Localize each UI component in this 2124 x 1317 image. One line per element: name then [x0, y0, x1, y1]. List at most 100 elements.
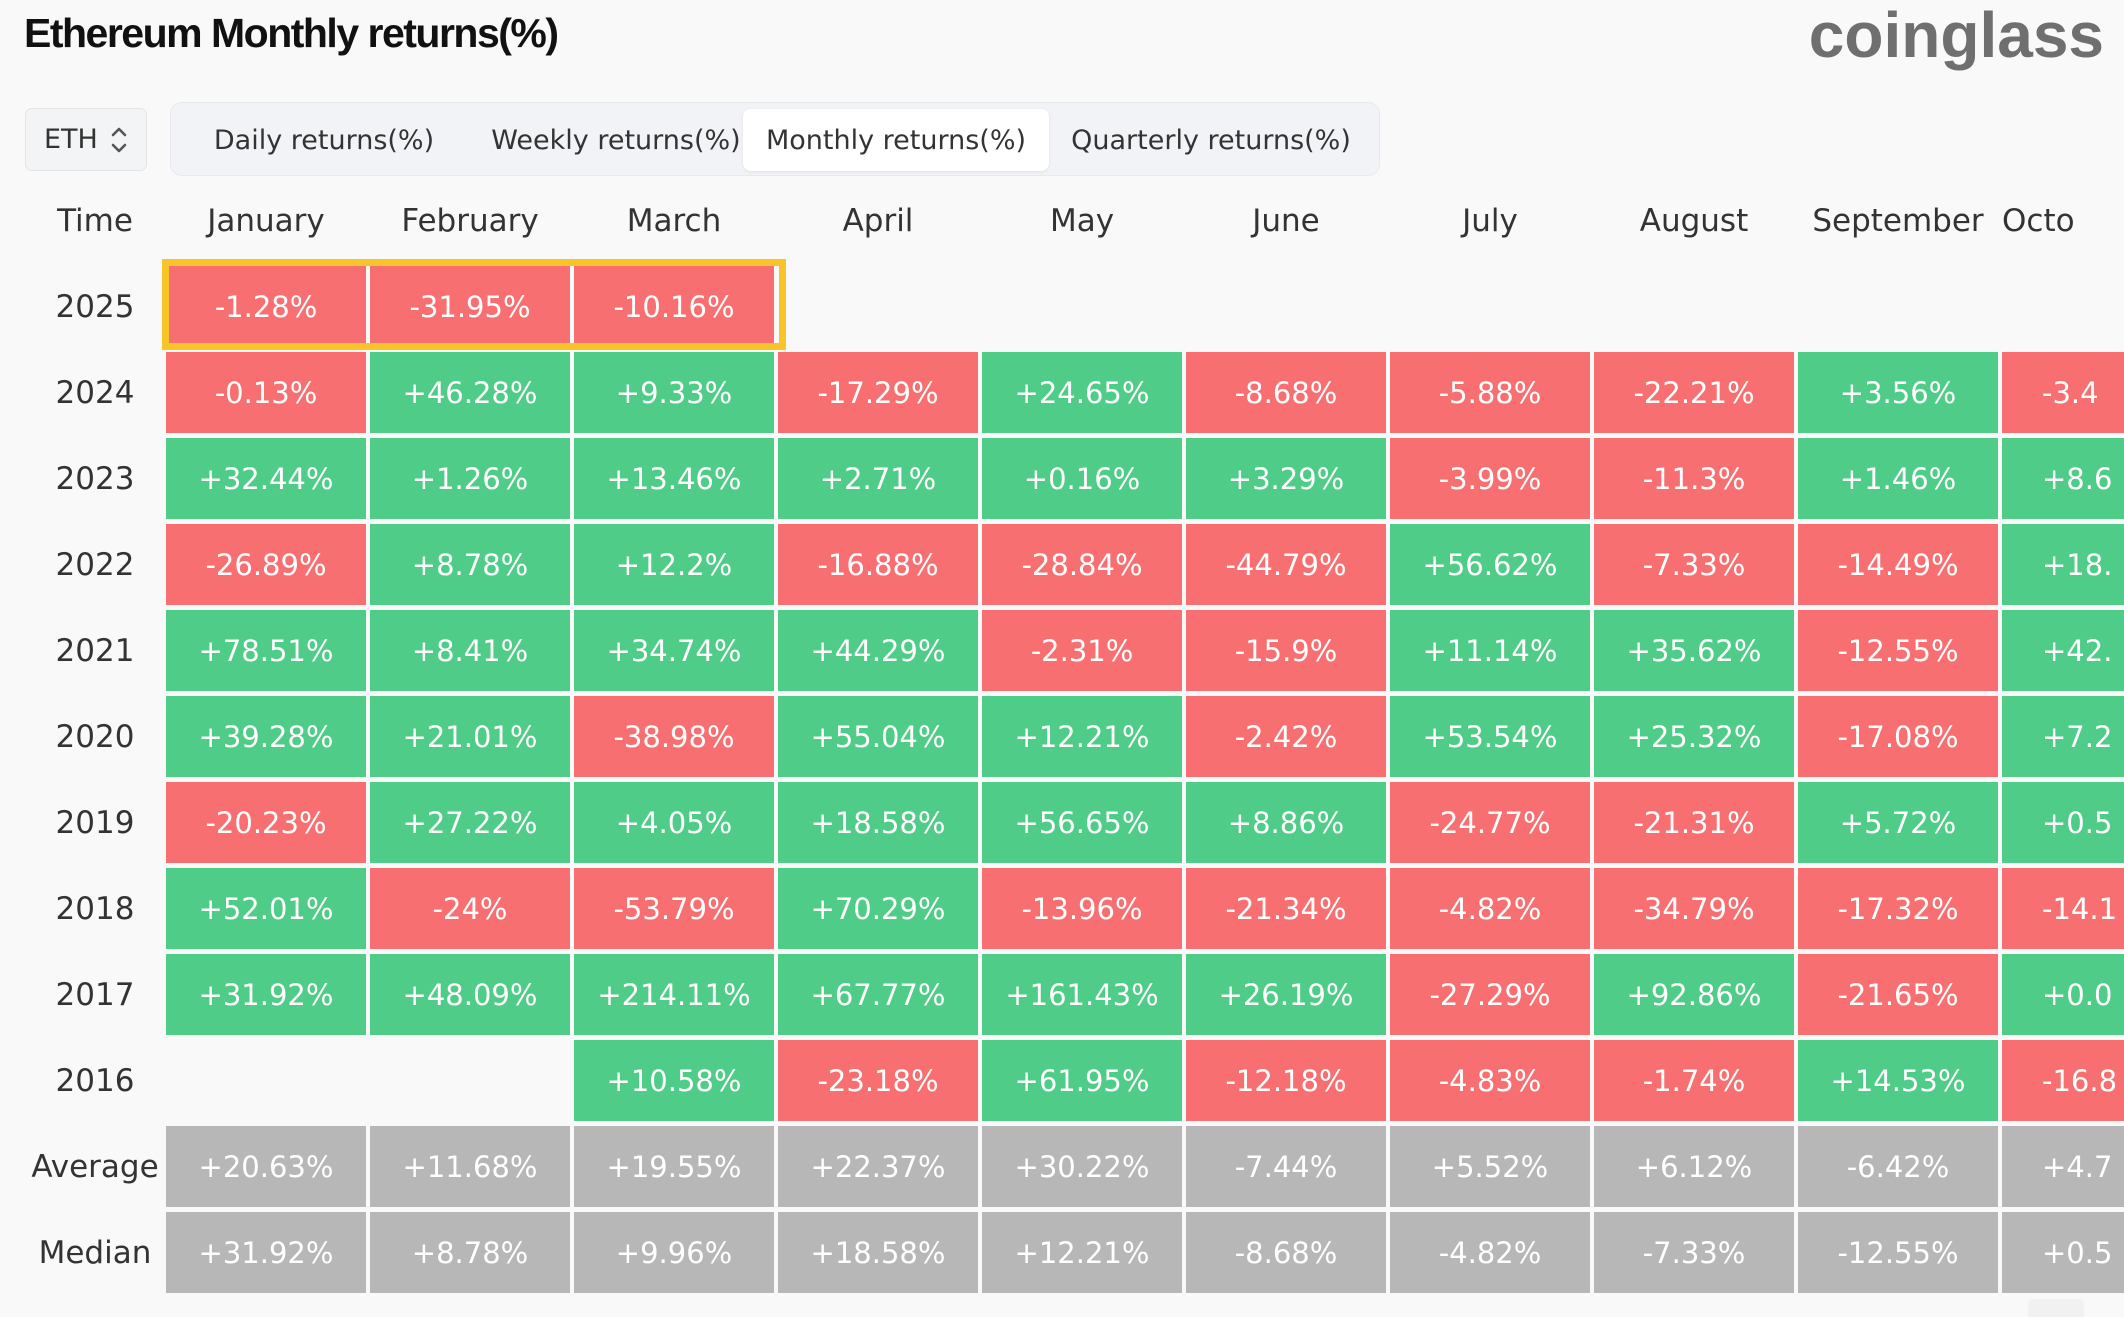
row-label-2025: 2025 — [55, 288, 135, 325]
return-cell-average-march: +19.55% — [574, 1126, 774, 1207]
return-cell-median-september: -12.55% — [1798, 1212, 1998, 1293]
return-cell-2017-march: +214.11% — [574, 954, 774, 1035]
return-cell-2025-march: -10.16% — [574, 266, 774, 347]
return-cell-median-january: +31.92% — [166, 1212, 366, 1293]
return-cell-2016-octo: -16.8 — [2002, 1040, 2124, 1121]
return-cell-average-june: -7.44% — [1186, 1126, 1386, 1207]
tab-weekly-returns[interactable]: Weekly returns(%) — [491, 124, 741, 156]
return-cell-2020-january: +39.28% — [166, 696, 366, 777]
row-label-2021: 2021 — [55, 632, 135, 669]
row-label-2017: 2017 — [55, 976, 135, 1013]
return-cell-2020-may: +12.21% — [982, 696, 1182, 777]
return-cell-2023-april: +2.71% — [778, 438, 978, 519]
column-header-february: February — [401, 203, 539, 239]
return-cell-2019-august: -21.31% — [1594, 782, 1794, 863]
return-cell-2016-september: +14.53% — [1798, 1040, 1998, 1121]
tab-daily-returns[interactable]: Daily returns(%) — [213, 124, 435, 156]
return-cell-2018-july: -4.82% — [1390, 868, 1590, 949]
return-cell-2016-april: -23.18% — [778, 1040, 978, 1121]
column-header-august: August — [1639, 203, 1749, 239]
return-cell-2018-may: -13.96% — [982, 868, 1182, 949]
row-label-median: Median — [38, 1234, 152, 1271]
return-cell-2019-january: -20.23% — [166, 782, 366, 863]
return-cell-median-may: +12.21% — [982, 1212, 1182, 1293]
return-cell-2018-january: +52.01% — [166, 868, 366, 949]
return-cell-2022-may: -28.84% — [982, 524, 1182, 605]
return-cell-2016-august: -1.74% — [1594, 1040, 1794, 1121]
return-cell-2021-january: +78.51% — [166, 610, 366, 691]
return-cell-2022-february: +8.78% — [370, 524, 570, 605]
return-cell-2023-september: +1.46% — [1798, 438, 1998, 519]
return-cell-2018-february: -24% — [370, 868, 570, 949]
return-cell-2022-january: -26.89% — [166, 524, 366, 605]
return-cell-median-octo: +0.5 — [2002, 1212, 2124, 1293]
return-cell-2020-march: -38.98% — [574, 696, 774, 777]
updown-chevron-icon — [111, 127, 127, 153]
return-cell-2024-octo: -3.4 — [2002, 352, 2124, 433]
return-cell-2017-may: +161.43% — [982, 954, 1182, 1035]
return-cell-median-june: -8.68% — [1186, 1212, 1386, 1293]
row-label-2020: 2020 — [55, 718, 135, 755]
return-cell-2022-octo: +18. — [2002, 524, 2124, 605]
return-cell-2018-august: -34.79% — [1594, 868, 1794, 949]
return-cell-2024-june: -8.68% — [1186, 352, 1386, 433]
return-cell-2022-april: -16.88% — [778, 524, 978, 605]
return-cell-2018-march: -53.79% — [574, 868, 774, 949]
tab-quarterly-returns[interactable]: Quarterly returns(%) — [1071, 124, 1351, 156]
return-cell-average-january: +20.63% — [166, 1126, 366, 1207]
return-cell-2024-march: +9.33% — [574, 352, 774, 433]
asset-select[interactable]: ETH — [25, 108, 147, 171]
column-header-april: April — [842, 203, 914, 239]
return-cell-2017-february: +48.09% — [370, 954, 570, 1035]
return-cell-2019-september: +5.72% — [1798, 782, 1998, 863]
return-cell-median-february: +8.78% — [370, 1212, 570, 1293]
return-cell-2023-august: -11.3% — [1594, 438, 1794, 519]
return-cell-2017-august: +92.86% — [1594, 954, 1794, 1035]
column-header-octo: Octo — [2002, 203, 2075, 239]
return-cell-2025-january: -1.28% — [166, 266, 366, 347]
return-cell-2021-march: +34.74% — [574, 610, 774, 691]
return-cell-average-octo: +4.7 — [2002, 1126, 2124, 1207]
return-cell-2021-april: +44.29% — [778, 610, 978, 691]
return-cell-2017-september: -21.65% — [1798, 954, 1998, 1035]
return-cell-average-july: +5.52% — [1390, 1126, 1590, 1207]
row-label-2016: 2016 — [55, 1062, 135, 1099]
return-cell-2022-july: +56.62% — [1390, 524, 1590, 605]
asset-select-value: ETH — [44, 124, 98, 155]
return-cell-2021-june: -15.9% — [1186, 610, 1386, 691]
row-label-2023: 2023 — [55, 460, 135, 497]
return-cell-2019-july: -24.77% — [1390, 782, 1590, 863]
return-cell-2018-octo: -14.1 — [2002, 868, 2124, 949]
return-cell-2024-september: +3.56% — [1798, 352, 1998, 433]
return-cell-2022-august: -7.33% — [1594, 524, 1794, 605]
return-cell-2023-octo: +8.6 — [2002, 438, 2124, 519]
return-cell-2020-july: +53.54% — [1390, 696, 1590, 777]
return-cell-2019-octo: +0.5 — [2002, 782, 2124, 863]
row-label-2022: 2022 — [55, 546, 135, 583]
return-cell-average-may: +30.22% — [982, 1126, 1182, 1207]
return-cell-2016-march: +10.58% — [574, 1040, 774, 1121]
column-header-june: June — [1252, 203, 1320, 239]
return-cell-2019-june: +8.86% — [1186, 782, 1386, 863]
column-header-may: May — [1049, 203, 1115, 239]
return-cell-2018-april: +70.29% — [778, 868, 978, 949]
return-cell-2023-january: +32.44% — [166, 438, 366, 519]
return-cell-2022-september: -14.49% — [1798, 524, 1998, 605]
return-cell-2023-march: +13.46% — [574, 438, 774, 519]
scroll-corner — [2028, 1299, 2084, 1317]
return-cell-2021-octo: +42. — [2002, 610, 2124, 691]
coinglass-logo[interactable]: coinglass — [1808, 0, 2104, 71]
return-cell-2024-may: +24.65% — [982, 352, 1182, 433]
return-cell-2017-july: -27.29% — [1390, 954, 1590, 1035]
return-cell-2017-april: +67.77% — [778, 954, 978, 1035]
return-cell-2018-june: -21.34% — [1186, 868, 1386, 949]
returns-tabs: Daily returns(%) Weekly returns(%) Month… — [170, 102, 1380, 176]
column-header-july: July — [1462, 203, 1518, 239]
tab-monthly-returns[interactable]: Monthly returns(%) — [743, 109, 1049, 171]
return-cell-average-september: -6.42% — [1798, 1126, 1998, 1207]
return-cell-2024-august: -22.21% — [1594, 352, 1794, 433]
return-cell-2017-june: +26.19% — [1186, 954, 1386, 1035]
column-header-january: January — [207, 203, 325, 239]
row-label-2018: 2018 — [55, 890, 135, 927]
